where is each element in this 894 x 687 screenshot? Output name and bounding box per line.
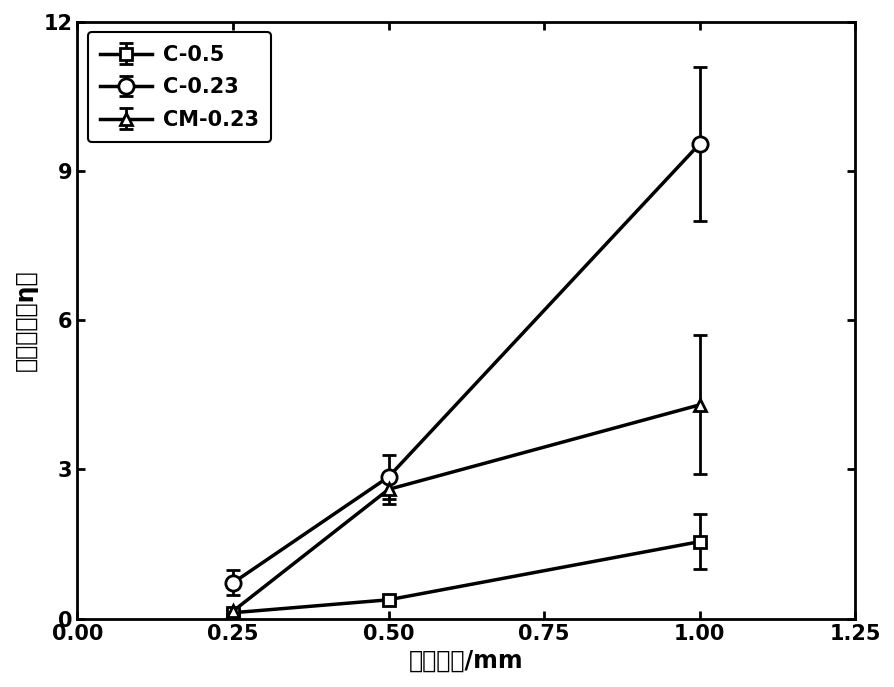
X-axis label: 裂缝宽度/mm: 裂缝宽度/mm	[409, 649, 523, 673]
Y-axis label: 再膨胀率（η）: 再膨胀率（η）	[14, 269, 38, 371]
Legend: C-0.5, C-0.23, CM-0.23: C-0.5, C-0.23, CM-0.23	[88, 32, 271, 142]
